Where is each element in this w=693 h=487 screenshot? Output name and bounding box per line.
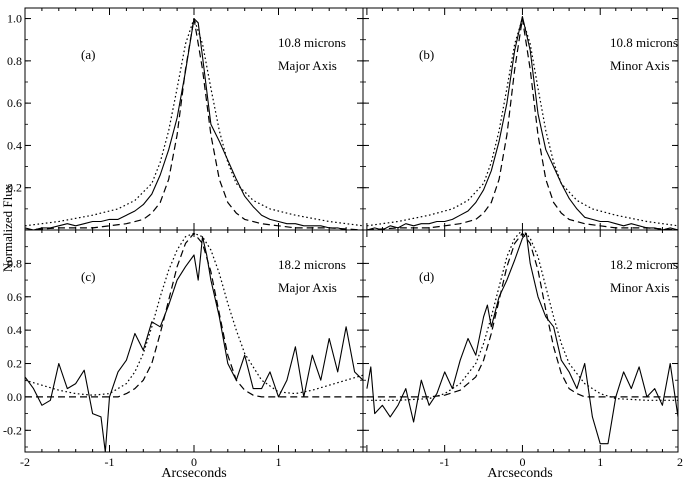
- panel-b-axis: Minor Axis: [610, 58, 670, 73]
- x-tick-label: -1: [105, 455, 115, 469]
- x-tick-label: 1: [597, 455, 603, 469]
- panel-d-label: (d): [419, 269, 434, 284]
- y-tick-label: 0.0: [7, 390, 22, 404]
- panel-b: (b) 10.8 microns Minor Axis: [362, 7, 679, 231]
- panel-d-axis: Minor Axis: [610, 280, 670, 295]
- y-axis-label: Normalized Flux: [0, 183, 15, 272]
- y-tick-label: 0.6: [7, 290, 22, 304]
- panel-c-label: (c): [81, 269, 95, 284]
- x-tick-label: -1: [440, 455, 450, 469]
- series-solid-line: [366, 15, 678, 230]
- series-solid-line: [25, 236, 363, 452]
- panel-d-frame: [362, 229, 679, 453]
- panel-b-wavelength: 10.8 microns: [610, 35, 678, 50]
- x-tick-label: 2: [677, 455, 683, 469]
- series-solid-line: [25, 18, 363, 230]
- series-dotted-line: [366, 18, 678, 227]
- y-tick-label: -0.2: [3, 423, 22, 437]
- series-solid-line: [366, 232, 678, 445]
- panel-c-axis: Major Axis: [278, 280, 337, 295]
- panel-a-label: (a): [81, 47, 95, 62]
- y-tick-label: 0.2: [7, 181, 22, 195]
- series-dashed-line: [25, 232, 363, 398]
- panel-b-label: (b): [419, 47, 434, 62]
- series-dashed-line: [366, 232, 678, 398]
- x-tick-label: -2: [20, 455, 30, 469]
- x-tick-label: 1: [276, 455, 282, 469]
- y-tick-label: 0.2: [7, 357, 22, 371]
- x-axis-label-right: Arcseconds: [487, 466, 552, 481]
- panel-a-wavelength: 10.8 microns: [278, 35, 346, 50]
- x-tick-label: 0: [191, 455, 197, 469]
- series-dotted-line: [25, 18, 363, 227]
- series-dotted-line: [366, 230, 678, 401]
- panel-c-wavelength: 18.2 microns: [278, 257, 346, 272]
- y-tick-label: 0.8: [7, 256, 22, 270]
- y-tick-label: 0.4: [7, 323, 22, 337]
- series-dashed-line: [366, 18, 678, 230]
- panel-a: 0.2 0.4 0.6 0.8 1.0 (a) 10.8 microns Major Axis: [7, 7, 364, 231]
- y-tick-label: 0.8: [7, 54, 22, 68]
- y-tick-label: 0.6: [7, 96, 22, 110]
- y-tick-label: 0.4: [7, 138, 22, 152]
- y-tick-label: 1.0: [7, 12, 22, 26]
- x-tick-label: 0: [519, 455, 525, 469]
- panel-c: -0.2 0.0 0.2 0.4 0.6 0.8 -2 -1 0 1 (c) 18.2 microns…: [3, 229, 364, 469]
- panel-d: -1 0 1 2 (d) 18.2 microns Minor Axis: [362, 229, 683, 469]
- panel-d-wavelength: 18.2 microns: [610, 257, 678, 272]
- x-axis-label-left: Arcseconds: [161, 466, 226, 481]
- series-dashed-line: [25, 18, 363, 230]
- panel-a-axis: Major Axis: [278, 58, 337, 73]
- series-dotted-line: [25, 232, 363, 396]
